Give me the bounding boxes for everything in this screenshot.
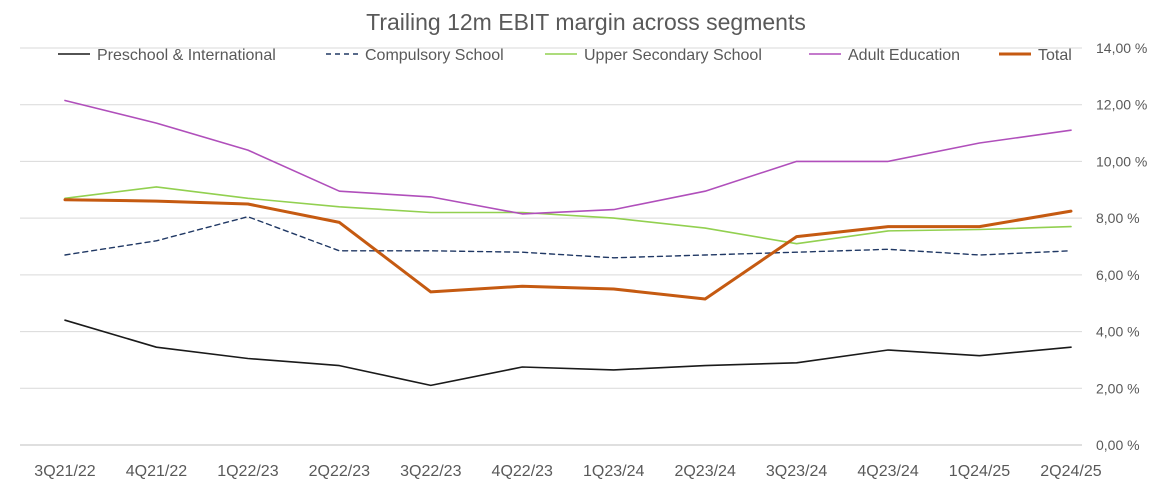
x-tick-label: 1Q23/24 xyxy=(583,463,644,480)
legend-label: Compulsory School xyxy=(365,47,504,64)
x-tick-label: 4Q22/23 xyxy=(492,463,553,480)
series-line-compulsory-school xyxy=(64,215,1072,259)
y-axis-ticks: 0,00 % 2,00 % 4,00 % 6,00 % 8,00 % 10,00 % 12,… xyxy=(1096,40,1147,453)
y-tick-label: 14,00 % xyxy=(1096,40,1147,56)
x-tick-label: 3Q21/22 xyxy=(34,463,95,480)
legend-label: Adult Education xyxy=(848,47,960,64)
series-line-total xyxy=(63,198,1073,301)
x-tick-label: 3Q23/24 xyxy=(766,463,827,480)
y-tick-label: 2,00 % xyxy=(1096,380,1140,396)
y-tick-label: 10,00 % xyxy=(1096,153,1147,169)
y-tick-label: 4,00 % xyxy=(1096,324,1140,340)
chart-title: Trailing 12m EBIT margin across segments xyxy=(366,9,806,35)
x-tick-label: 1Q24/25 xyxy=(949,463,1010,480)
series-line-preschool-international xyxy=(64,319,1072,387)
y-tick-label: 8,00 % xyxy=(1096,210,1140,226)
legend: Preschool & International Compulsory Scho… xyxy=(58,47,1072,64)
x-axis-ticks: 3Q21/22 4Q21/22 1Q22/23 2Q22/23 3Q22/23 4Q22/… xyxy=(34,463,1101,480)
series-line-adult-education xyxy=(64,99,1072,215)
x-tick-label: 1Q22/23 xyxy=(217,463,278,480)
y-tick-label: 6,00 % xyxy=(1096,267,1140,283)
series-lines xyxy=(63,99,1073,387)
x-tick-label: 4Q21/22 xyxy=(126,463,187,480)
x-tick-label: 3Q22/23 xyxy=(400,463,461,480)
legend-label: Upper Secondary School xyxy=(584,47,762,64)
legend-label: Preschool & International xyxy=(97,47,276,64)
legend-label: Total xyxy=(1038,47,1072,64)
series-line-upper-secondary-school xyxy=(64,186,1072,245)
y-tick-label: 12,00 % xyxy=(1096,97,1147,113)
x-tick-label: 2Q24/25 xyxy=(1040,463,1101,480)
x-tick-label: 4Q23/24 xyxy=(857,463,918,480)
x-tick-label: 2Q23/24 xyxy=(674,463,735,480)
x-tick-label: 2Q22/23 xyxy=(309,463,370,480)
gridlines xyxy=(20,47,1082,446)
y-tick-label: 0,00 % xyxy=(1096,437,1140,453)
